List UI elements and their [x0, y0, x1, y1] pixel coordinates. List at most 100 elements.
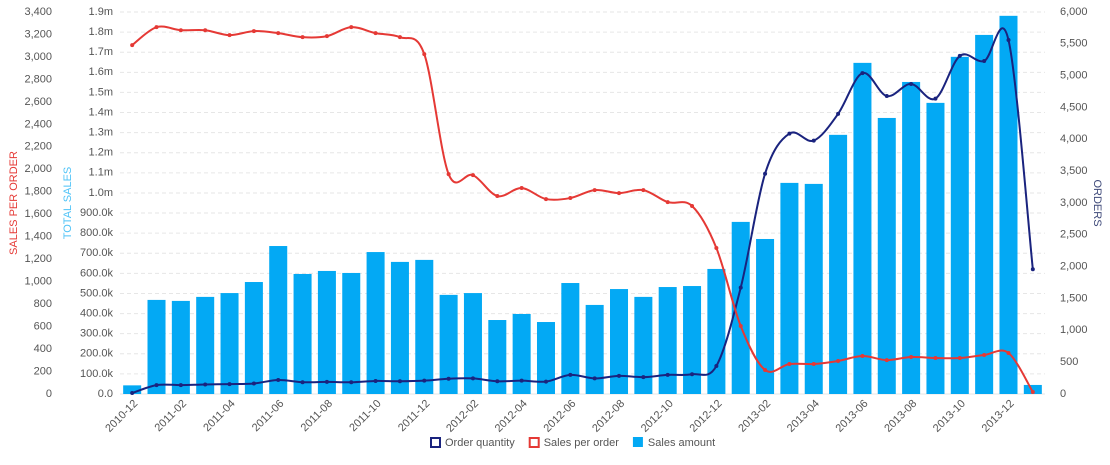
bar [1023, 384, 1042, 394]
point [519, 378, 524, 383]
point [276, 31, 281, 36]
bar [317, 270, 336, 394]
point [787, 131, 792, 136]
x-tick-label: 2011-06 [250, 398, 286, 434]
y3-tick-label: 1,800 [24, 186, 52, 198]
point [130, 391, 135, 396]
point [178, 383, 183, 388]
x-tick-label: 2012-12 [688, 398, 725, 435]
point [1030, 267, 1035, 272]
y3-tick-label: 2,800 [24, 73, 52, 85]
legend-label: Order quantity [445, 437, 515, 449]
y2-axis-title: ORDERS [1091, 179, 1103, 226]
legend-item[interactable]: Order quantity [430, 437, 515, 449]
y-tick-label: 1.6m [89, 66, 113, 78]
y2-tick-label: 2,000 [1060, 261, 1088, 273]
bar [342, 272, 361, 394]
point [349, 25, 354, 30]
y-tick-label: 200.0k [80, 348, 114, 360]
bar [463, 293, 482, 394]
bar [415, 259, 434, 394]
point [592, 376, 597, 381]
point [690, 204, 695, 209]
bar [366, 252, 385, 394]
y-tick-label: 1.2m [89, 147, 113, 159]
point [543, 197, 548, 202]
point [422, 378, 427, 383]
point [714, 363, 719, 368]
y2-tick-label: 5,500 [1060, 38, 1088, 50]
y-tick-label: 1.0m [89, 187, 113, 199]
bar [853, 62, 872, 395]
y-tick-label: 300.0k [80, 328, 114, 340]
y3-tick-label: 1,200 [24, 253, 52, 265]
bar [123, 385, 142, 394]
point [909, 355, 914, 360]
x-tick-label: 2010-12 [103, 398, 140, 435]
point [811, 138, 816, 143]
legend-item[interactable]: Sales per order [528, 437, 620, 449]
bar [926, 102, 945, 394]
line [131, 27, 1034, 394]
y-axis-title: TOTAL SALES [62, 167, 74, 240]
point [324, 34, 329, 39]
y-tick-label: 600.0k [80, 267, 114, 279]
bar [756, 238, 775, 394]
y3-tick-label: 2,000 [24, 163, 52, 175]
y-tick-label: 1.8m [89, 26, 113, 38]
legend-swatch [430, 437, 441, 448]
bar [585, 304, 604, 394]
bar [999, 15, 1018, 394]
bar [610, 289, 629, 394]
legend-item[interactable]: Sales amount [632, 437, 715, 449]
point [738, 324, 743, 329]
x-tick-label: 2013-06 [834, 398, 871, 435]
y2-tick-label: 2,500 [1060, 229, 1088, 241]
y-tick-label: 800.0k [80, 227, 114, 239]
y-tick-label: 900.0k [80, 207, 114, 219]
bar [780, 182, 799, 394]
y2-tick-label: 3,000 [1060, 197, 1088, 209]
point [422, 52, 427, 57]
bar [536, 322, 555, 394]
point [203, 28, 208, 33]
point [251, 29, 256, 34]
point [860, 354, 865, 359]
y-tick-label: 1.3m [89, 127, 113, 139]
legend-swatch [632, 437, 643, 447]
point [617, 373, 622, 378]
y3-tick-label: 3,200 [24, 28, 52, 40]
point [1030, 389, 1035, 394]
bar [293, 273, 312, 394]
y2-tick-label: 1,500 [1060, 292, 1088, 304]
x-tick-label: 2012-10 [639, 398, 676, 435]
x-tick-label: 2011-02 [153, 398, 189, 434]
point [957, 53, 962, 58]
y-tick-label: 700.0k [80, 247, 114, 259]
point [665, 200, 670, 205]
bar [512, 313, 531, 394]
point [617, 191, 622, 196]
point [300, 380, 305, 385]
point [860, 71, 865, 76]
y3-tick-label: 3,400 [24, 6, 52, 18]
y-tick-label: 0.0 [98, 388, 113, 400]
y-tick-label: 1.1m [89, 167, 113, 179]
point [592, 188, 597, 193]
bar [244, 282, 263, 394]
bar [707, 268, 726, 394]
point [543, 379, 548, 384]
point [909, 81, 914, 86]
point [495, 194, 500, 199]
point [714, 246, 719, 251]
bar [220, 293, 239, 394]
point [763, 367, 768, 372]
y3-axis-title: SALES PER ORDER [8, 151, 20, 255]
point [495, 379, 500, 384]
y3-tick-label: 600 [34, 320, 52, 332]
y-tick-label: 500.0k [80, 287, 114, 299]
point [690, 372, 695, 377]
y-tick-label: 1.4m [89, 106, 113, 118]
bar [829, 134, 848, 395]
y-tick-label: 1.7m [89, 46, 113, 58]
